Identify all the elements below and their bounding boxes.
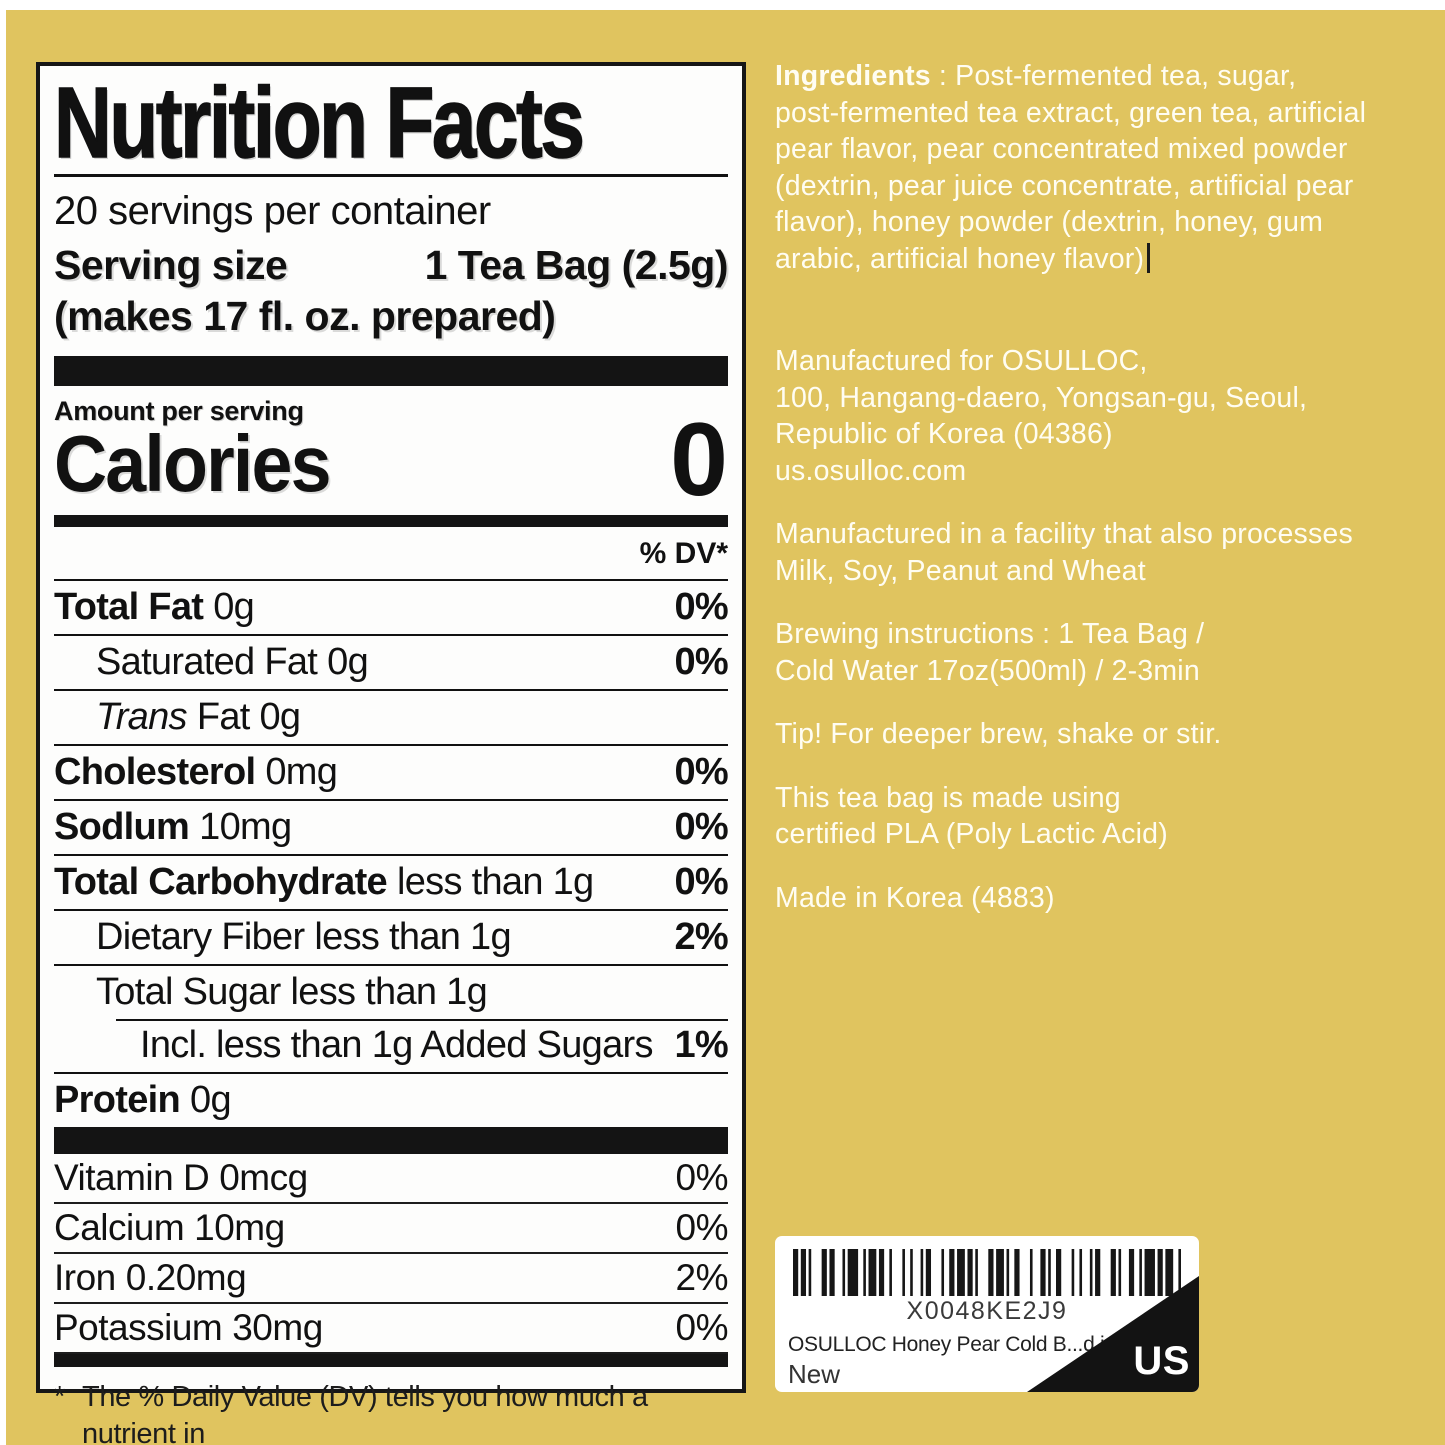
nutrition-row-protein: Protein 0g: [54, 1079, 232, 1121]
serving-size-note: (makes 17 fl. oz. prepared): [54, 293, 556, 339]
title-rule: [54, 174, 728, 177]
nutrition-row-added-sugars: Incl. less than 1g Added Sugars 1%: [54, 1019, 729, 1074]
text-cursor: [1147, 242, 1151, 273]
nutrition-facts-title: Nutrition Facts: [53, 67, 585, 179]
calories-row: Calories 0: [54, 408, 728, 512]
made-in-paragraph: Made in Korea (4883): [775, 881, 1055, 914]
serving-size-row: Serving size 1 Tea Bag (2.5g): [54, 242, 729, 289]
amount-per-serving-label: Amount per serving: [54, 396, 304, 426]
divider-bar-medium-2: [54, 1354, 728, 1367]
nutrition-row-saturated-fat: Saturated Fat 0g 0%: [54, 636, 729, 691]
divider-bar-medium: [54, 515, 728, 527]
ingredients-label: Ingredients: [775, 60, 931, 92]
servings-per-container: 20 servings per container: [54, 189, 491, 233]
nutrition-row-trans-fat: Trans Fat 0g: [54, 691, 728, 746]
tip-paragraph: Tip! For deeper brew, shake or stir.: [775, 718, 1222, 750]
divider-bar-thick-2: [54, 1127, 728, 1154]
nutrition-row-vitamin-d: Vitamin D 0mcg 0%: [54, 1154, 729, 1204]
nutrition-row-potassium: Potassium 30mg 0%: [54, 1304, 729, 1354]
nutrition-row-iron: Iron 0.20mg 2%: [54, 1254, 729, 1304]
daily-value-footnote: * The % Daily Value (DV) tells you how m…: [54, 1381, 648, 1445]
barcode: [793, 1249, 1181, 1296]
facility-notice-paragraph: Manufactured in a facility that also pro…: [775, 518, 1353, 587]
ingredients-text: : Post-fermented tea, sugar, post-fermen…: [775, 60, 1367, 275]
us-corner-label: US: [1133, 1339, 1190, 1383]
nutrition-row-cholesterol: Cholesterol 0mg 0%: [54, 746, 729, 801]
serving-size-label: Serving size: [54, 242, 288, 288]
serving-size-value: 1 Tea Bag (2.5g): [424, 242, 729, 288]
barcode-condition-badge: New: [788, 1359, 841, 1389]
nutrition-facts-panel: Nutrition Facts 20 servings per containe…: [36, 62, 746, 1445]
brewing-instructions-paragraph: Brewing instructions : 1 Tea Bag / Cold …: [775, 618, 1205, 687]
nutrition-row-total-fat: Total Fat 0g 0%: [54, 581, 729, 636]
barcode-sticker: X0048KE2J9 OSULLOC Honey Pear Cold B...d…: [775, 1236, 1199, 1392]
calories-value: 0: [670, 401, 728, 518]
nutrition-row-sodium: Sodlum 10mg 0%: [54, 801, 729, 856]
nutrition-row-total-sugar: Total Sugar less than 1g: [96, 971, 488, 1013]
divider-bar-thick: [54, 356, 728, 386]
nutrition-row-calcium: Calcium 10mg 0%: [54, 1204, 729, 1254]
barcode-code-text: X0048KE2J9: [906, 1297, 1068, 1325]
nutrition-row-dietary-fiber: Dietary Fiber less than 1g 2%: [54, 911, 729, 966]
daily-value-header: % DV*: [54, 527, 728, 581]
label-info-column: Ingredients : Post-fermented tea, sugar,…: [775, 58, 1445, 943]
nutrition-row-total-carbohydrate: Total Carbohydrate less than 1g 0%: [54, 856, 729, 911]
ingredients-paragraph: Ingredients : Post-fermented tea, sugar,…: [775, 58, 1445, 277]
manufactured-for-paragraph: Manufactured for OSULLOC, 100, Hangang-d…: [775, 345, 1308, 487]
calories-label: Calories: [54, 419, 332, 509]
pla-notice-paragraph: This tea bag is made using certified PLA…: [775, 781, 1168, 851]
